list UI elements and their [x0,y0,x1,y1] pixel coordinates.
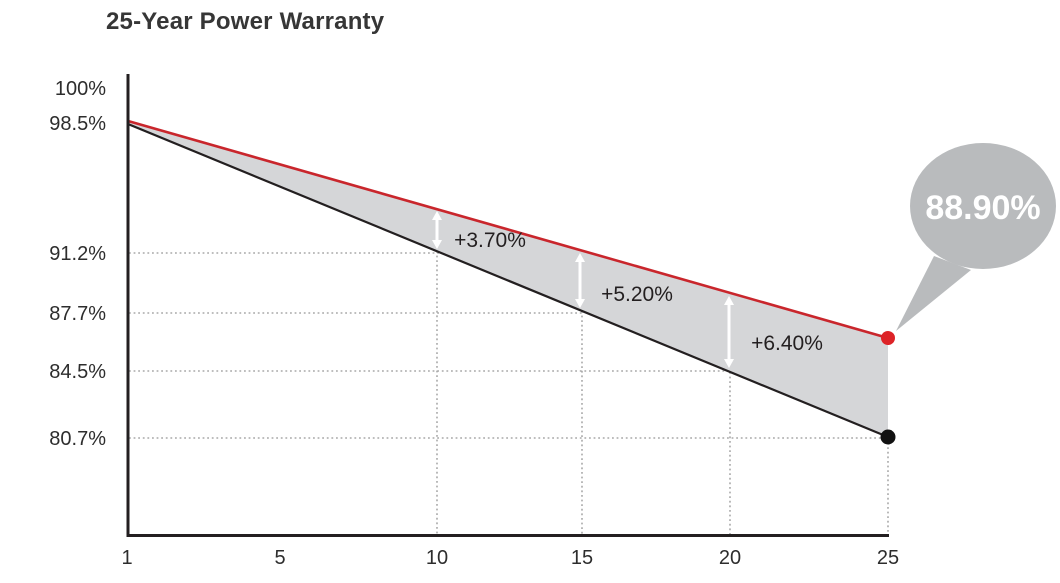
warranted-power-line [127,119,889,340]
x-tick-15: 15 [571,547,593,569]
gap-label-year-10: +3.70% [454,229,526,252]
conventional-endpoint-dot [880,429,896,445]
arrow-head-down [724,359,734,368]
dotted-gridlines [129,251,889,535]
callout-value: 88.90% [925,189,1040,227]
gap-arrows [432,211,734,368]
axes [126,74,889,537]
x-tick-1: 1 [121,547,132,569]
y-axis-tick-labels: 100% 98.5% 91.2% 87.7% 84.5% 80.7% [49,78,106,450]
arrow-head-down [575,299,585,308]
gap-label-year-15: +5.20% [601,283,673,306]
gap-label-year-20: +6.40% [751,332,823,355]
arrow-shaft [578,261,582,301]
x-tick-10: 10 [426,547,448,569]
y-tick-100: 100% [55,78,106,100]
y-tick-91-2: 91.2% [49,243,106,265]
callout-balloon: 88.90% [896,143,1056,331]
warranted-endpoint-dot [881,331,895,345]
arrow-head-up [724,296,734,305]
balloon-tail [896,256,971,331]
arrow-shaft [435,218,439,242]
gap-arrow-year-20 [724,296,734,368]
y-tick-87-7: 87.7% [49,303,106,325]
balloon-bubble [910,143,1056,269]
conventional-power-line [127,122,889,439]
x-tick-25: 25 [877,547,899,569]
y-tick-98-5: 98.5% [49,113,106,135]
x-axis-tick-labels: 1 5 10 15 20 25 [121,547,899,569]
arrow-shaft [727,304,731,360]
gap-arrow-year-15 [575,253,585,308]
x-tick-20: 20 [719,547,741,569]
y-tick-80-7: 80.7% [49,428,106,450]
arrow-head-up [432,211,442,220]
chart-title: 25-Year Power Warranty [106,8,385,35]
arrow-head-down [432,240,442,249]
arrow-head-up [575,253,585,262]
gap-arrow-year-10 [432,211,442,249]
x-tick-5: 5 [274,547,285,569]
y-tick-84-5: 84.5% [49,361,106,383]
